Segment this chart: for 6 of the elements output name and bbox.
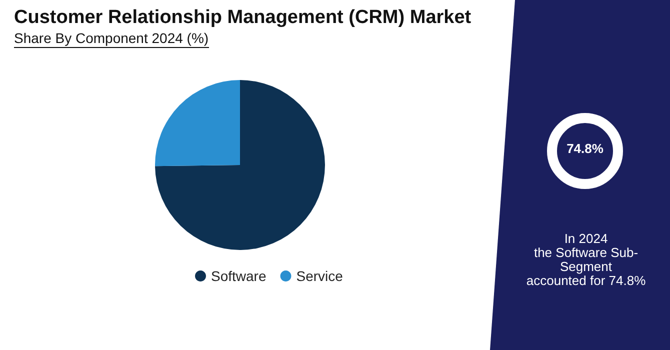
legend-label: Service	[296, 268, 344, 284]
text: 74.8%	[566, 141, 604, 156]
legend-label: Software	[211, 268, 266, 284]
chart-title: Customer Relationship Management (CRM) Market	[14, 7, 472, 29]
text: In 2024 the Software Sub-Segment accounted for 74.8%	[525, 231, 647, 288]
chart-subtitle: Share By Component 2024 (%)	[14, 30, 209, 48]
